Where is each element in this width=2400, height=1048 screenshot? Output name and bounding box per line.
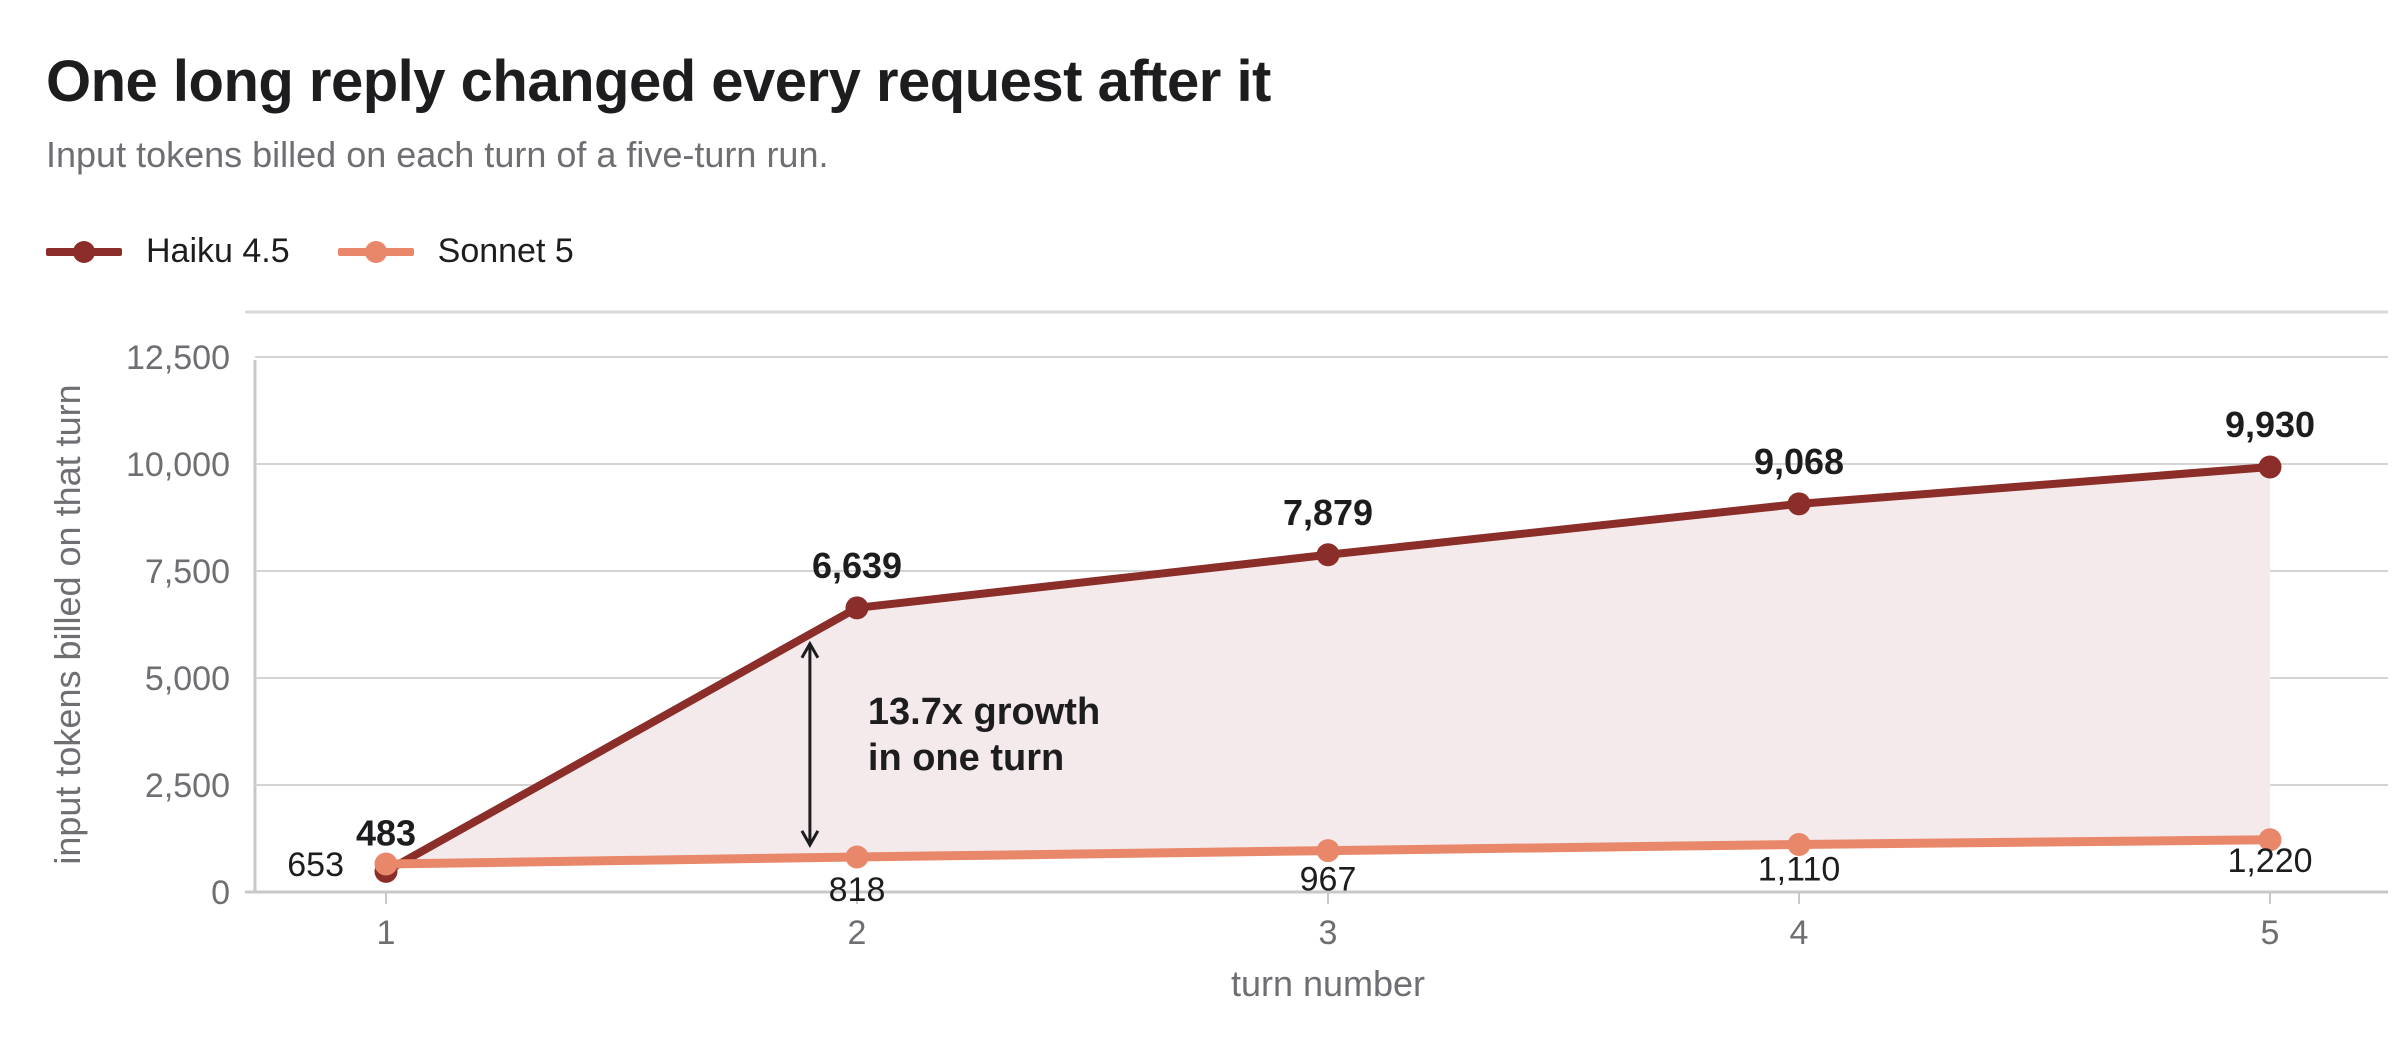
data-label-sonnet: 653 bbox=[287, 846, 344, 884]
legend-label-haiku: Haiku 4.5 bbox=[146, 232, 290, 270]
data-point-sonnet bbox=[2258, 828, 2282, 852]
data-label-sonnet: 967 bbox=[1300, 861, 1357, 899]
data-label-haiku: 9,930 bbox=[2225, 404, 2315, 445]
data-point-haiku bbox=[845, 596, 869, 620]
gap-fill-area bbox=[386, 466, 2270, 872]
data-point-sonnet bbox=[1316, 839, 1340, 863]
x-tick-label: 1 bbox=[377, 914, 396, 952]
data-label-sonnet: 1,220 bbox=[2227, 842, 2312, 880]
x-tick-label: 3 bbox=[1319, 914, 1338, 952]
data-point-haiku bbox=[1316, 543, 1340, 567]
data-label-haiku: 9,068 bbox=[1754, 441, 1844, 482]
y-tick-label: 0 bbox=[211, 874, 230, 912]
data-label-haiku: 6,639 bbox=[812, 545, 902, 586]
chart-subtitle: Input tokens billed on each turn of a fi… bbox=[46, 134, 829, 175]
data-point-sonnet bbox=[1787, 832, 1811, 856]
y-tick-label: 2,500 bbox=[145, 767, 230, 805]
x-tick-label: 4 bbox=[1790, 914, 1809, 952]
x-tick-label: 5 bbox=[2261, 914, 2280, 952]
chart-title: One long reply changed every request aft… bbox=[46, 49, 1271, 114]
data-point-haiku bbox=[1787, 492, 1811, 516]
data-point-sonnet bbox=[374, 852, 398, 876]
legend-item-sonnet: Sonnet 5 bbox=[337, 232, 574, 271]
legend-item-haiku: Haiku 4.5 bbox=[46, 232, 290, 271]
data-label-haiku: 7,879 bbox=[1283, 492, 1373, 533]
legend-swatch-sonnet bbox=[337, 240, 414, 263]
data-label-haiku: 483 bbox=[356, 812, 416, 853]
annotation-text: in one turn bbox=[868, 737, 1064, 779]
data-point-haiku bbox=[2258, 455, 2282, 479]
y-tick-label: 12,500 bbox=[126, 339, 230, 377]
data-label-sonnet: 1,110 bbox=[1758, 850, 1841, 888]
y-axis-title: input tokens billed on that turn bbox=[47, 384, 88, 864]
series-points-layer bbox=[374, 455, 2282, 883]
legend-swatch-haiku bbox=[46, 240, 122, 263]
legend: Haiku 4.5 Sonnet 5 bbox=[46, 232, 622, 271]
labels-layer: 0 2,500 5,000 7,500 10,000 12,500 1 2 3 4 5 turn nu… bbox=[47, 339, 2315, 1004]
annotation-text: 13.7x growth bbox=[868, 691, 1100, 733]
y-tick-label: 7,500 bbox=[145, 553, 230, 591]
x-tick-label: 2 bbox=[848, 914, 867, 952]
data-label-sonnet: 818 bbox=[829, 871, 886, 909]
x-axis-title: turn number bbox=[1231, 963, 1425, 1004]
y-tick-label: 10,000 bbox=[126, 446, 230, 484]
data-point-sonnet bbox=[845, 845, 869, 869]
legend-label-sonnet: Sonnet 5 bbox=[437, 232, 574, 270]
y-tick-label: 5,000 bbox=[145, 660, 230, 698]
fill-between-layer bbox=[386, 466, 2270, 872]
